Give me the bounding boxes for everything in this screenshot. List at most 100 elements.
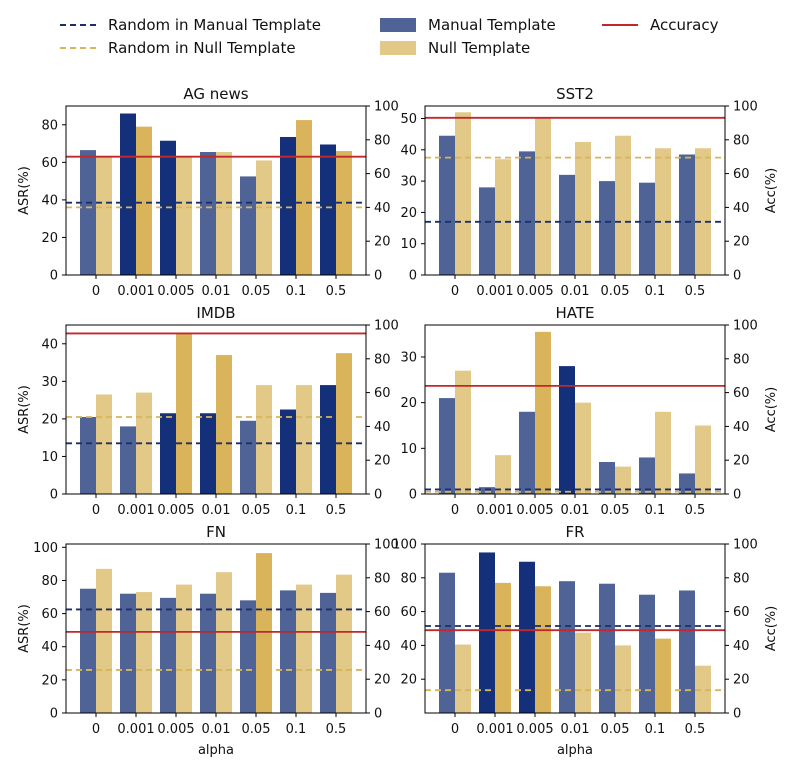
y2-tick-label: 60 bbox=[374, 605, 391, 620]
x-tick-label: 0.01 bbox=[202, 284, 231, 299]
bar-null bbox=[256, 160, 272, 275]
bar-null bbox=[535, 586, 551, 713]
y-tick-label: 30 bbox=[400, 350, 417, 365]
bar-manual bbox=[519, 561, 535, 713]
bar-null bbox=[655, 638, 671, 713]
x-tick-label: 0 bbox=[451, 503, 459, 518]
bar-manual bbox=[639, 594, 655, 713]
y-tick-label: 20 bbox=[41, 673, 58, 688]
bar-null bbox=[96, 394, 112, 494]
bar-manual bbox=[280, 409, 296, 494]
bar-null bbox=[615, 466, 631, 494]
y2-tick-label: 60 bbox=[374, 167, 391, 182]
bar-manual bbox=[320, 385, 336, 494]
y2-tick-label: 80 bbox=[374, 133, 391, 148]
bar-manual bbox=[599, 583, 615, 713]
x-tick-label: 0.05 bbox=[601, 503, 630, 518]
x-tick-label: 0.005 bbox=[516, 284, 553, 299]
bar-manual bbox=[519, 151, 535, 275]
bar-manual bbox=[200, 593, 216, 713]
legend-swatch-null bbox=[380, 41, 416, 55]
bar-null bbox=[495, 159, 511, 275]
y2-tick-label: 20 bbox=[733, 673, 750, 688]
y2-tick-label: 0 bbox=[733, 488, 741, 503]
y2-tick-label: 60 bbox=[733, 167, 750, 182]
y2-axis-label: Acc(%) bbox=[764, 168, 779, 213]
y2-tick-label: 60 bbox=[733, 386, 750, 401]
x-tick-label: 0.5 bbox=[326, 722, 347, 737]
bar-manual bbox=[280, 136, 296, 275]
y2-tick-label: 20 bbox=[733, 235, 750, 250]
x-tick-label: 0.1 bbox=[645, 284, 666, 299]
bar-null bbox=[495, 455, 511, 494]
bar-null bbox=[96, 156, 112, 275]
legend-label: Random in Null Template bbox=[108, 39, 296, 57]
y2-tick-label: 40 bbox=[733, 201, 750, 216]
y-tick-label: 40 bbox=[400, 143, 417, 158]
y-tick-label: 50 bbox=[400, 112, 417, 127]
chart-title: AG news bbox=[183, 85, 248, 103]
x-tick-label: 0.1 bbox=[645, 722, 666, 737]
y-tick-label: 0 bbox=[409, 488, 417, 503]
y2-tick-label: 20 bbox=[374, 235, 391, 250]
legend-label: Manual Template bbox=[428, 16, 556, 34]
y-tick-label: 0 bbox=[50, 488, 58, 503]
x-tick-label: 0.5 bbox=[326, 503, 347, 518]
x-tick-label: 0.01 bbox=[561, 722, 590, 737]
x-tick-label: 0.05 bbox=[242, 503, 271, 518]
x-tick-label: 0.005 bbox=[516, 722, 553, 737]
bar-manual bbox=[519, 411, 535, 494]
y2-tick-label: 0 bbox=[374, 707, 382, 722]
x-tick-label: 0.01 bbox=[202, 503, 231, 518]
bar-null bbox=[655, 411, 671, 494]
bar-manual bbox=[559, 174, 575, 275]
bar-manual bbox=[559, 366, 575, 494]
plot-frame bbox=[424, 105, 726, 276]
x-tick-label: 0.1 bbox=[286, 503, 307, 518]
bar-manual bbox=[320, 592, 336, 713]
bar-null bbox=[136, 592, 152, 713]
bar-null bbox=[535, 118, 551, 275]
legend-item-accuracy: Accuracy bbox=[602, 14, 718, 36]
x-tick-label: 0.05 bbox=[601, 722, 630, 737]
bar-null bbox=[655, 148, 671, 275]
bar-manual bbox=[559, 581, 575, 713]
bar-null bbox=[176, 584, 192, 713]
legend-label: Accuracy bbox=[650, 16, 719, 34]
x-tick-label: 0.005 bbox=[157, 722, 194, 737]
bar-null bbox=[216, 152, 232, 275]
legend-swatch-random-manual bbox=[60, 24, 96, 26]
y2-tick-label: 100 bbox=[374, 538, 399, 553]
y2-tick-label: 80 bbox=[374, 571, 391, 586]
bar-null bbox=[136, 392, 152, 494]
y2-tick-label: 40 bbox=[374, 420, 391, 435]
bar-null bbox=[176, 156, 192, 275]
y-tick-label: 40 bbox=[400, 639, 417, 654]
bar-manual bbox=[639, 182, 655, 275]
x-tick-label: 0.5 bbox=[326, 284, 347, 299]
bar-manual bbox=[639, 457, 655, 494]
x-tick-label: 0.01 bbox=[202, 722, 231, 737]
plot-frame bbox=[65, 105, 367, 276]
x-tick-label: 0.01 bbox=[561, 284, 590, 299]
y2-tick-label: 20 bbox=[733, 454, 750, 469]
x-tick-label: 0 bbox=[451, 722, 459, 737]
y-tick-label: 80 bbox=[41, 118, 58, 133]
bar-manual bbox=[679, 154, 695, 275]
x-tick-label: 0 bbox=[92, 284, 100, 299]
x-tick-label: 0.1 bbox=[645, 503, 666, 518]
y-tick-label: 30 bbox=[400, 175, 417, 190]
bar-null bbox=[455, 370, 471, 494]
y-tick-label: 20 bbox=[41, 412, 58, 427]
legend-label: Random in Manual Template bbox=[108, 16, 322, 34]
x-tick-label: 0.1 bbox=[286, 722, 307, 737]
x-tick-label: 0.001 bbox=[117, 503, 154, 518]
y-tick-label: 20 bbox=[400, 673, 417, 688]
y2-tick-label: 100 bbox=[733, 319, 758, 334]
bar-manual bbox=[200, 413, 216, 494]
legend-swatch-manual bbox=[380, 18, 416, 32]
x-tick-label: 0.001 bbox=[117, 722, 154, 737]
bar-manual bbox=[479, 552, 495, 713]
bar-null bbox=[575, 632, 591, 713]
bar-null bbox=[455, 644, 471, 713]
